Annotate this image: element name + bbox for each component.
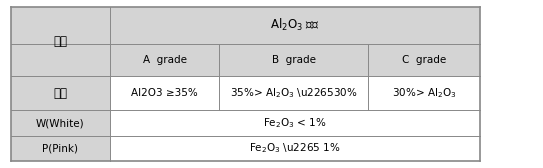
Bar <box>110 7 480 44</box>
Text: C  grade: C grade <box>402 55 446 65</box>
Text: B  grade: B grade <box>272 55 315 65</box>
Text: A  grade: A grade <box>143 55 187 65</box>
Text: 구분: 구분 <box>53 35 67 48</box>
Text: 30%> Al$_2$O$_3$: 30%> Al$_2$O$_3$ <box>392 86 456 100</box>
Bar <box>219 76 368 110</box>
Bar <box>368 44 480 76</box>
Bar <box>110 136 480 161</box>
Bar <box>11 76 110 110</box>
Bar <box>11 7 110 76</box>
Bar <box>110 76 219 110</box>
Text: Fe$_2$O$_3$ \u2265 1%: Fe$_2$O$_3$ \u2265 1% <box>249 142 340 155</box>
Text: Fe$_2$O$_3$ < 1%: Fe$_2$O$_3$ < 1% <box>263 116 327 130</box>
Bar <box>219 44 368 76</box>
Bar <box>110 110 480 136</box>
Text: Al2O3 ≥35%: Al2O3 ≥35% <box>131 88 198 98</box>
Text: P(Pink): P(Pink) <box>42 143 78 154</box>
Bar <box>11 136 110 161</box>
Text: 35%> Al$_2$O$_3$ \u226530%: 35%> Al$_2$O$_3$ \u226530% <box>230 86 357 100</box>
Text: Al$_2$O$_3$ 함량: Al$_2$O$_3$ 함량 <box>270 17 320 33</box>
Bar <box>110 44 219 76</box>
Bar <box>368 76 480 110</box>
Text: W(White): W(White) <box>36 118 85 128</box>
Text: 함량: 함량 <box>53 87 67 100</box>
Bar <box>11 110 110 136</box>
